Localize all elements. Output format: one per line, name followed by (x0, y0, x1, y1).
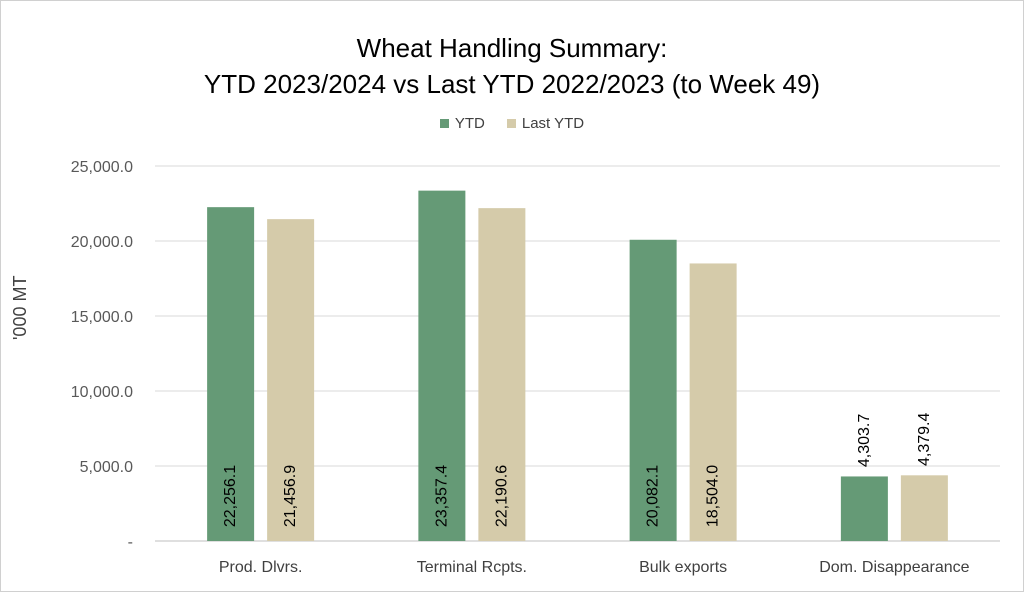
legend-item-last-ytd: Last YTD (506, 115, 585, 132)
legend-swatch-last-ytd (506, 119, 516, 128)
data-label: 4,379.4 (916, 413, 933, 466)
bar-last-ytd (689, 263, 737, 541)
chart-title-line-2: YTD 2023/2024 vs Last YTD 2022/2023 (to … (203, 69, 821, 99)
bar-ytd (207, 207, 255, 541)
data-label: 23,357.4 (433, 465, 450, 527)
y-tick-label: 25,000.0 (71, 159, 133, 176)
x-category-label: Bulk exports (639, 559, 727, 576)
data-label: 21,456.9 (282, 465, 299, 527)
legend-item-ytd: YTD (439, 115, 485, 132)
legend-label-last-ytd: Last YTD (521, 115, 585, 132)
bar-ytd (840, 476, 888, 541)
data-label: 4,303.7 (856, 414, 873, 467)
y-tick-label: 20,000.0 (71, 234, 133, 251)
bar-last-ytd (900, 475, 948, 541)
data-label: 22,256.1 (222, 465, 239, 527)
bar-ytd (418, 190, 466, 541)
chart-title: Wheat Handling Summary: YTD 2023/2024 vs… (0, 30, 1024, 102)
y-tick-label: 10,000.0 (71, 384, 133, 401)
x-category-label: Prod. Dlvrs. (219, 559, 303, 576)
chart-title-line-1: Wheat Handling Summary: (356, 33, 668, 63)
x-category-label: Terminal Rcpts. (417, 559, 527, 576)
data-label: 22,190.6 (493, 465, 510, 527)
legend-swatch-ytd (439, 119, 449, 128)
bar-last-ytd (267, 219, 315, 542)
data-label: 18,504.0 (705, 465, 722, 527)
y-tick-label: 15,000.0 (71, 309, 133, 326)
data-label: 20,082.1 (645, 465, 662, 527)
bar-ytd (629, 239, 677, 541)
x-category-label: Dom. Disappearance (819, 559, 969, 576)
y-tick-label: 5,000.0 (80, 459, 133, 476)
legend: YTD Last YTD (0, 115, 1024, 132)
legend-label-ytd: YTD (454, 115, 485, 132)
y-tick-label: - (128, 534, 133, 551)
bar-last-ytd (478, 208, 526, 542)
